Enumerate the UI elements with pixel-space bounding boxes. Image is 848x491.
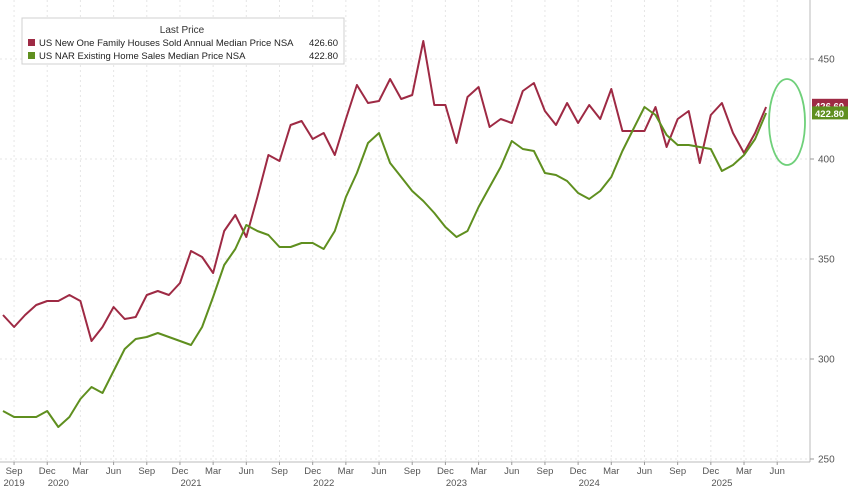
x-year-label: 2024 [579, 478, 600, 489]
legend: Last Price US New One Family Houses Sold… [21, 17, 345, 65]
x-tick-label: Sep [669, 466, 686, 477]
series-lines [2, 40, 768, 428]
legend-box [21, 17, 345, 65]
highlight-ellipse [768, 78, 806, 166]
x-tick-label: Dec [437, 466, 454, 477]
x-year-label: 2019 [3, 478, 24, 489]
legend-label-existing-homes: US NAR Existing Home Sales Median Price … [39, 51, 246, 62]
legend-swatch-new-homes [28, 39, 35, 46]
x-tick-label: Mar [736, 466, 752, 477]
y-tick-label: 350 [818, 255, 835, 266]
x-tick-label: Sep [138, 466, 155, 477]
legend-value-new-homes: 426.60 [309, 38, 338, 49]
x-tick-label: Mar [603, 466, 619, 477]
x-tick-label: Jun [504, 466, 519, 477]
series-line-1 [2, 106, 768, 428]
end-value-labels: 426.60422.80 [812, 98, 848, 120]
end-label-box-1 [812, 106, 848, 120]
x-tick-label: Jun [239, 466, 254, 477]
y-tick-label: 450 [818, 55, 835, 66]
x-tick-label: Dec [702, 466, 719, 477]
x-tick-label: Mar [470, 466, 486, 477]
x-tick-label: Mar [205, 466, 221, 477]
x-axis: Sep Dec Mar Jun Sep Dec Mar Jun Sep Dec Mar Jun Sep D… [3, 462, 785, 489]
x-year-label: 2023 [446, 478, 467, 489]
y-tick-label: 300 [818, 355, 835, 366]
x-year-label: 2020 [48, 478, 69, 489]
x-year-label: 2025 [711, 478, 732, 489]
x-year-label: 2022 [313, 478, 334, 489]
series-line-0 [2, 40, 768, 342]
x-tick-label: Jun [106, 466, 121, 477]
x-tick-label: Mar [338, 466, 354, 477]
x-tick-label: Jun [637, 466, 652, 477]
legend-label-new-homes: US New One Family Houses Sold Annual Med… [39, 38, 294, 49]
x-tick-label: Dec [570, 466, 587, 477]
legend-swatch-existing-homes [28, 52, 35, 59]
x-tick-label: Jun [371, 466, 386, 477]
x-tick-label: Jun [770, 466, 785, 477]
x-tick-label: Sep [404, 466, 421, 477]
x-tick-label: Sep [271, 466, 288, 477]
x-tick-label: Dec [304, 466, 321, 477]
legend-title: Last Price [160, 25, 205, 36]
x-tick-label: Dec [39, 466, 56, 477]
y-axis: 450 400 350 300 250 [810, 55, 835, 466]
x-tick-label: Sep [536, 466, 553, 477]
x-year-label: 2021 [180, 478, 201, 489]
x-tick-label: Dec [172, 466, 189, 477]
end-label-1: 422.80 [815, 109, 844, 120]
x-tick-label: Mar [72, 466, 88, 477]
y-tick-label: 400 [818, 155, 835, 166]
x-tick-label: Sep [6, 466, 23, 477]
chart-grid [0, 0, 810, 462]
legend-value-existing-homes: 422.80 [309, 51, 338, 62]
y-tick-label: 250 [818, 455, 835, 466]
